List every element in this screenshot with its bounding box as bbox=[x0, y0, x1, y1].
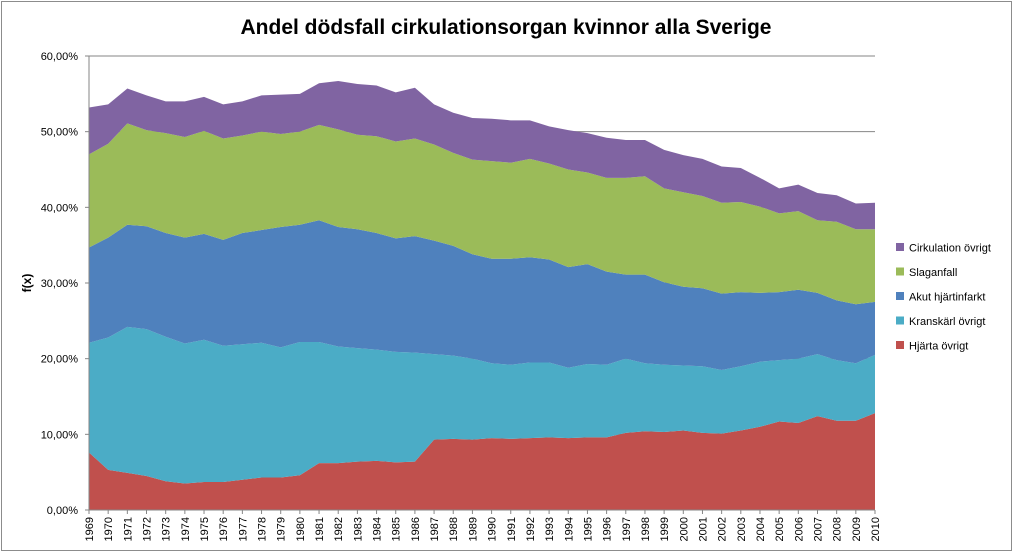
series-areas bbox=[89, 80, 875, 510]
x-tick-label: 1993 bbox=[544, 517, 556, 541]
legend-label: Hjärta övrigt bbox=[909, 341, 968, 353]
legend-label: Akut hjärtinfarkt bbox=[909, 292, 985, 304]
area-series-0 bbox=[89, 413, 875, 510]
x-tick-label: 1988 bbox=[448, 517, 460, 541]
x-tick-label: 2008 bbox=[832, 517, 844, 541]
x-tick-label: 1977 bbox=[237, 517, 249, 541]
area-series-4 bbox=[89, 80, 875, 230]
x-tick-label: 2001 bbox=[697, 517, 709, 541]
x-tick-label: 1979 bbox=[276, 517, 288, 541]
y-tick-label: 50,00% bbox=[41, 127, 79, 139]
area-series-1 bbox=[89, 326, 875, 484]
x-tick-label: 2004 bbox=[755, 517, 767, 541]
legend-item: Kranskärl övrigt bbox=[896, 316, 985, 328]
y-tick-labels: 0,00% 10,00% 20,00% 30,00% 40,00% 50,00% 60,00… bbox=[41, 51, 79, 517]
x-tick-label: 2002 bbox=[717, 517, 729, 541]
y-tick-label: 30,00% bbox=[41, 278, 79, 290]
x-tick-label: 1975 bbox=[199, 517, 211, 541]
y-axis-label: f(x) bbox=[20, 274, 34, 293]
legend-swatch bbox=[896, 243, 904, 251]
x-tick-label: 1969 bbox=[84, 517, 96, 541]
legend-item: Cirkulation övrigt bbox=[896, 243, 991, 255]
area-series-2 bbox=[89, 220, 875, 371]
area-series-3 bbox=[89, 123, 875, 305]
x-tick-label: 1973 bbox=[161, 517, 173, 541]
x-tick-label: 1991 bbox=[506, 517, 518, 541]
legend-label: Cirkulation övrigt bbox=[909, 243, 991, 255]
legend-swatch bbox=[896, 341, 904, 349]
legend-item: Slaganfall bbox=[896, 267, 957, 279]
legend-label: Kranskärl övrigt bbox=[909, 316, 985, 328]
y-tick-label: 40,00% bbox=[41, 202, 79, 214]
y-tick-label: 20,00% bbox=[41, 354, 79, 366]
x-tick-labels: 1969 1970 1971 1972 1973 1974 1975 1976 1977 1978… bbox=[84, 517, 882, 541]
x-tick-label: 2007 bbox=[812, 517, 824, 541]
legend-item: Hjärta övrigt bbox=[896, 341, 968, 353]
x-tick-label: 1983 bbox=[352, 517, 364, 541]
x-tick-label: 1997 bbox=[621, 517, 633, 541]
x-tick-label: 1972 bbox=[142, 517, 154, 541]
legend-label: Slaganfall bbox=[909, 267, 957, 279]
x-tick-label: 1985 bbox=[391, 517, 403, 541]
x-tick-label: 2006 bbox=[793, 517, 805, 541]
x-tick-label: 1986 bbox=[410, 517, 422, 541]
x-tick-label: 1980 bbox=[295, 517, 307, 541]
x-tick-label: 1971 bbox=[122, 517, 134, 541]
x-tick-label: 1978 bbox=[257, 517, 269, 541]
x-tick-label: 1970 bbox=[103, 517, 115, 541]
legend-item: Akut hjärtinfarkt bbox=[896, 292, 985, 304]
x-tick-label: 1998 bbox=[640, 517, 652, 541]
x-tick-label: 1994 bbox=[563, 517, 575, 541]
chart-title: Andel dödsfall cirkulationsorgan kvinnor… bbox=[241, 16, 772, 39]
x-tick-label: 1987 bbox=[429, 517, 441, 541]
x-tick-label: 1992 bbox=[525, 517, 537, 541]
legend-swatch bbox=[896, 267, 904, 276]
x-tick-label: 1989 bbox=[467, 517, 479, 541]
x-tick-label: 1984 bbox=[372, 517, 384, 541]
x-tick-label: 2010 bbox=[870, 517, 882, 541]
x-tick-label: 1981 bbox=[314, 517, 326, 541]
x-tick-label: 2005 bbox=[774, 517, 786, 541]
x-tick-label: 2000 bbox=[678, 517, 690, 541]
y-tick-label: 10,00% bbox=[41, 429, 79, 441]
x-tick-label: 1996 bbox=[602, 517, 614, 541]
x-tick-label: 1976 bbox=[218, 517, 230, 541]
legend: Cirkulation övrigt Slaganfall Akut hjärtin… bbox=[896, 243, 991, 353]
x-tick-label: 1995 bbox=[582, 517, 594, 541]
x-tick-label: 2003 bbox=[736, 517, 748, 541]
legend-swatch bbox=[896, 292, 904, 300]
legend-swatch bbox=[896, 316, 904, 325]
y-tick-label: 0,00% bbox=[47, 505, 78, 517]
axes bbox=[85, 55, 876, 514]
x-tick-label: 1982 bbox=[333, 517, 345, 541]
x-tick-label: 1974 bbox=[180, 517, 192, 541]
y-tick-label: 60,00% bbox=[41, 51, 79, 63]
x-tick-label: 2009 bbox=[851, 517, 863, 541]
x-tick-label: 1999 bbox=[659, 517, 671, 541]
x-tick-label: 1990 bbox=[487, 517, 499, 541]
